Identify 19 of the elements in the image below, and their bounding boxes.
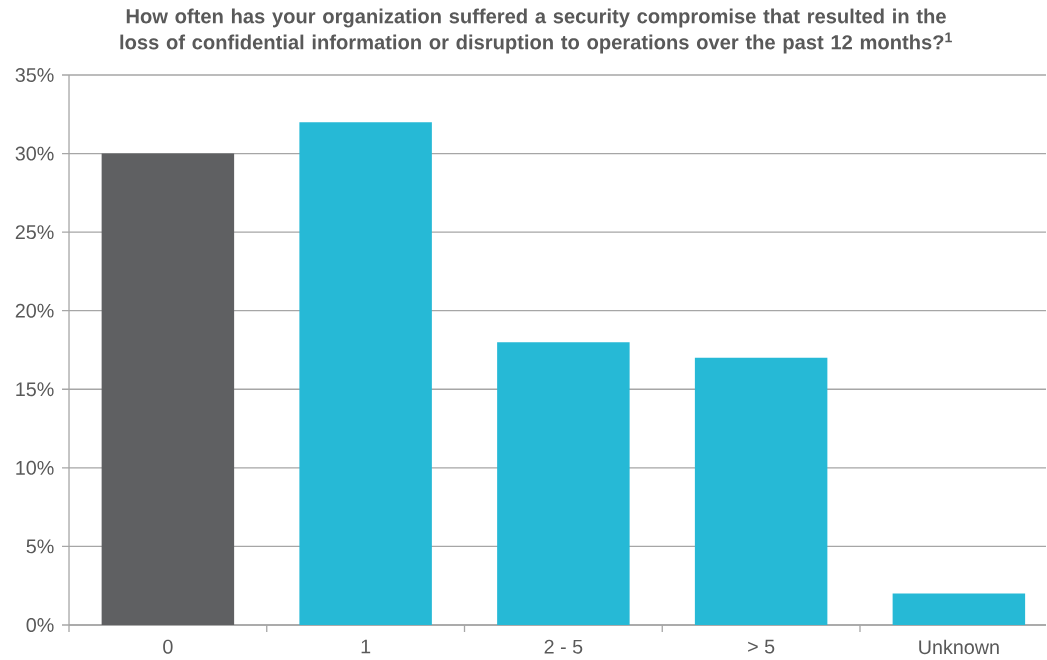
bar bbox=[694, 357, 828, 625]
x-tick-label: 1 bbox=[361, 639, 371, 654]
x-tick-label: 0 bbox=[163, 639, 173, 654]
bar bbox=[101, 153, 235, 625]
x-tick-label: > 5 bbox=[748, 639, 775, 654]
y-tick-label: 20% bbox=[15, 303, 54, 318]
x-tick-label: Unknown bbox=[919, 639, 999, 655]
bar bbox=[299, 122, 432, 625]
bar bbox=[497, 342, 630, 625]
y-tick-label: 35% bbox=[15, 68, 54, 82]
x-tick-label: 2 - 5 bbox=[544, 639, 583, 654]
y-tick-label: 5% bbox=[26, 539, 54, 554]
y-tick-label: 25% bbox=[15, 225, 54, 240]
chart-title: How often has your organization suffered a security compromise that resulted in the loss of confidential information or disruption to operations over the past 12 months?$^{1}$ bbox=[120, 8, 952, 54]
y-tick-label: 10% bbox=[16, 460, 54, 475]
y-tick-label: 30% bbox=[15, 146, 54, 161]
y-tick-label: 15% bbox=[16, 382, 54, 397]
y-tick-label: 0% bbox=[26, 618, 54, 632]
bar bbox=[892, 593, 1026, 625]
